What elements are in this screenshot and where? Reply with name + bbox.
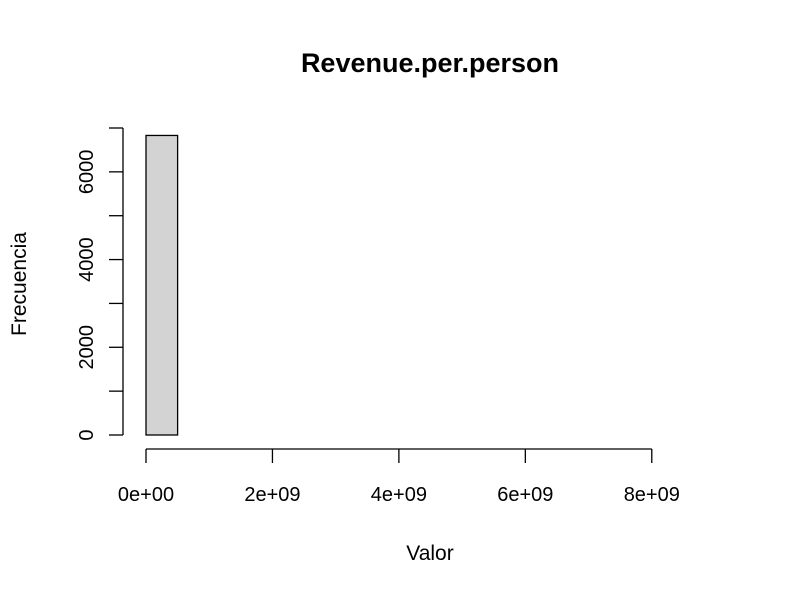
x-tick-label: 6e+09 bbox=[497, 484, 553, 506]
histogram-bar bbox=[145, 134, 179, 436]
chart-title: Revenue.per.person bbox=[301, 48, 559, 78]
y-axis: 0 2000 4000 6000 bbox=[76, 127, 124, 441]
bars-group bbox=[145, 134, 179, 436]
y-tick-label: 6000 bbox=[76, 150, 98, 195]
x-tick-label: 2e+09 bbox=[244, 484, 300, 506]
x-axis: 0e+00 2e+09 4e+09 6e+09 8e+09 bbox=[118, 448, 680, 506]
x-tick-label: 4e+09 bbox=[371, 484, 427, 506]
y-tick-label: 0 bbox=[76, 429, 98, 440]
x-tick-label: 0e+00 bbox=[118, 484, 174, 506]
y-axis-label: Frecuencia bbox=[8, 232, 31, 336]
y-tick-label: 4000 bbox=[76, 237, 98, 282]
y-tick-label: 2000 bbox=[76, 325, 98, 370]
x-axis-label: Valor bbox=[406, 542, 453, 565]
x-tick-label: 8e+09 bbox=[624, 484, 680, 506]
